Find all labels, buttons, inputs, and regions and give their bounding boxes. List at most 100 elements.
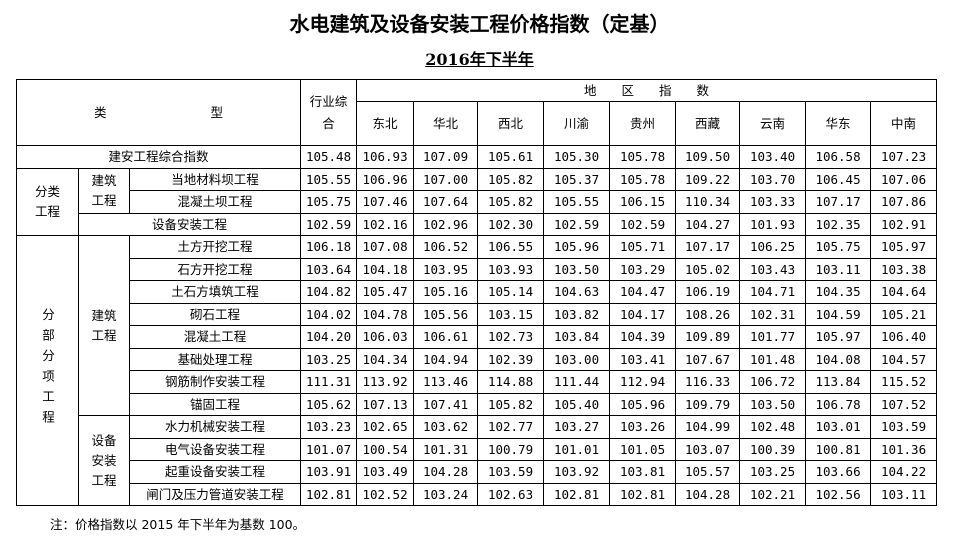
region-value-中南: 103.59 (870, 415, 938, 439)
region-value-华东: 113.84 (805, 370, 872, 394)
row-name: 基础处理工程 (128, 347, 302, 371)
region-value-中南: 106.40 (870, 325, 938, 349)
table-row: 锚固工程 105.62 107.13 107.41 105.82 105.40 105.96… (17, 392, 938, 416)
region-header-5: 西藏 (675, 101, 741, 146)
region-value-西藏: 104.99 (675, 415, 741, 439)
region-value-贵州: 101.05 (609, 437, 677, 461)
table-row: 起重设备安装工程 103.91 103.49 104.28 103.59 103.92 10… (17, 460, 938, 484)
region-value-云南: 101.93 (739, 212, 807, 236)
region-value-西藏: 104.28 (675, 482, 741, 506)
region-value-华东: 102.35 (805, 212, 872, 236)
region-value-西藏: 116.33 (675, 370, 741, 394)
region-value-云南: 102.31 (739, 302, 807, 326)
region-value-川渝: 101.01 (543, 437, 611, 461)
region-value-华北: 106.52 (413, 235, 479, 259)
region-value-西藏: 109.79 (675, 392, 741, 416)
region-value-华东: 103.11 (805, 257, 872, 281)
region-value-贵州: 105.78 (609, 167, 677, 191)
region-value-川渝: 103.82 (543, 302, 611, 326)
region-header-6: 云南 (739, 101, 807, 146)
region-value-华北: 101.31 (413, 437, 479, 461)
footnote: 注：价格指数以 2015 年下半年为基数 100。 (50, 517, 306, 532)
row-name: 闸门及压力管道安装工程 (128, 482, 302, 506)
region-value-贵州: 103.29 (609, 257, 677, 281)
region-value-川渝: 105.37 (543, 167, 611, 191)
region-value-川渝: 105.40 (543, 392, 611, 416)
region-value-西北: 103.93 (477, 257, 545, 281)
industry-value: 103.25 (300, 347, 358, 371)
type-header-char-2: 型 (210, 105, 224, 120)
region-value-西北: 105.14 (477, 280, 545, 304)
industry-value: 105.55 (300, 167, 358, 191)
region-value-川渝: 103.92 (543, 460, 611, 484)
region-value-云南: 103.43 (739, 257, 807, 281)
row-name: 起重设备安装工程 (128, 460, 302, 484)
region-value-贵州: 104.17 (609, 302, 677, 326)
region-value-华北: 102.96 (413, 212, 479, 236)
region-value-西藏: 107.17 (675, 235, 741, 259)
region-value-贵州: 104.39 (609, 325, 677, 349)
group-category: 分类工程 (16, 167, 79, 236)
region-value-华东: 105.97 (805, 325, 872, 349)
region-value-华东: 102.56 (805, 482, 872, 506)
region-value-中南: 107.23 (870, 145, 938, 169)
region-value-西北: 100.79 (477, 437, 545, 461)
group-building: 建筑工程 (78, 167, 130, 214)
row-name: 砌石工程 (128, 302, 302, 326)
region-value-华东: 103.66 (805, 460, 872, 484)
region-value-东北: 106.96 (356, 167, 415, 191)
table-row: 电气设备安装工程 101.07 100.54 101.31 100.79 101.01 10… (17, 437, 938, 461)
region-header-8: 中南 (870, 101, 938, 146)
table-row: 土石方填筑工程 104.82 105.47 105.16 105.14 104.63 104… (17, 280, 938, 304)
region-value-西北: 102.73 (477, 325, 545, 349)
industry-header: 行业综合 (300, 79, 358, 146)
region-value-贵州: 103.26 (609, 415, 677, 439)
group-equipment: 设备安装工程 (78, 415, 130, 506)
row-name: 混凝土坝工程 (128, 190, 302, 214)
region-value-贵州: 105.71 (609, 235, 677, 259)
region-value-中南: 115.52 (870, 370, 938, 394)
region-header-4: 贵州 (609, 101, 677, 146)
region-value-贵州: 105.96 (609, 392, 677, 416)
table-row: 建安工程综合指数 105.48 106.93 107.09 105.61 105.30 10… (15, 145, 938, 169)
region-value-西藏: 110.34 (675, 190, 741, 214)
region-value-东北: 102.16 (356, 212, 415, 236)
region-group-header: 地 区 指 数 (356, 79, 938, 102)
region-value-西北: 105.82 (477, 190, 545, 214)
group-building: 建筑工程 (78, 235, 130, 416)
table-row: 分类工程 建筑工程 当地材料坝工程 105.55 106.96 107.00 105.82 1… (16, 167, 938, 236)
region-value-云南: 103.50 (739, 392, 807, 416)
region-value-东北: 105.47 (356, 280, 415, 304)
region-value-华东: 107.17 (805, 190, 872, 214)
row-name: 锚固工程 (128, 392, 302, 416)
region-value-云南: 102.21 (739, 482, 807, 506)
row-name: 电气设备安装工程 (128, 437, 302, 461)
row-name: 建安工程综合指数 (15, 145, 302, 169)
industry-value: 111.31 (300, 370, 358, 394)
region-value-云南: 103.40 (739, 145, 807, 169)
region-value-华北: 103.24 (413, 482, 479, 506)
region-value-西藏: 108.26 (675, 302, 741, 326)
region-header-0: 东北 (356, 101, 415, 146)
industry-value: 105.48 (300, 145, 358, 169)
industry-value: 105.75 (300, 190, 358, 214)
region-value-川渝: 102.81 (543, 482, 611, 506)
region-value-中南: 104.64 (870, 280, 938, 304)
region-value-川渝: 105.55 (543, 190, 611, 214)
region-value-云南: 103.25 (739, 460, 807, 484)
region-value-华东: 104.35 (805, 280, 872, 304)
region-value-西藏: 109.22 (675, 167, 741, 191)
industry-value: 104.82 (300, 280, 358, 304)
region-value-西藏: 104.27 (675, 212, 741, 236)
region-value-川渝: 105.96 (543, 235, 611, 259)
region-value-东北: 104.78 (356, 302, 415, 326)
region-value-中南: 107.52 (870, 392, 938, 416)
region-value-东北: 104.34 (356, 347, 415, 371)
type-header: 类 型 (15, 79, 302, 146)
table-row: 钢筋制作安装工程 111.31 113.92 113.46 114.88 111.44 11… (17, 370, 938, 394)
region-value-云南: 103.33 (739, 190, 807, 214)
industry-value: 104.02 (300, 302, 358, 326)
region-value-华北: 104.28 (413, 460, 479, 484)
region-value-中南: 104.22 (870, 460, 938, 484)
row-name: 土石方填筑工程 (128, 280, 302, 304)
